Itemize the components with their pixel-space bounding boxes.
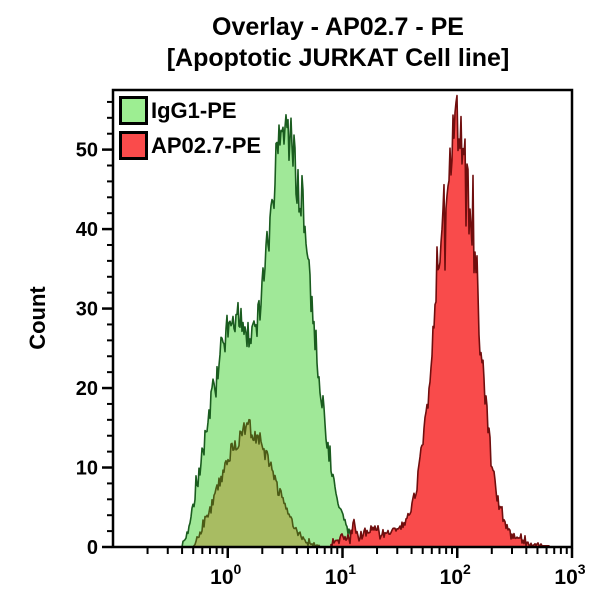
y-tick-label: 30 <box>76 299 98 321</box>
legend-item-igg1: IgG1-PE <box>119 93 261 128</box>
y-tick-label: 40 <box>76 219 98 241</box>
chart-title-line1: Overlay - AP02.7 - PE <box>212 13 464 41</box>
y-tick-label: 50 <box>76 140 98 162</box>
x-tick-label: 102 <box>440 561 471 589</box>
histogram-green <box>181 114 361 548</box>
y-axis-label: Count <box>25 286 50 350</box>
ap027-pe-swatch-icon <box>119 131 148 160</box>
legend-label-ap027: AP02.7-PE <box>151 132 262 158</box>
igg1-pe-swatch-icon <box>119 96 148 125</box>
legend-item-ap027: AP02.7-PE <box>119 128 261 163</box>
y-tick-label: 10 <box>76 458 98 480</box>
x-tick-label: 101 <box>325 561 356 589</box>
histogram-red <box>330 94 550 548</box>
y-tick-label: 0 <box>87 537 98 559</box>
legend-label-igg1: IgG1-PE <box>151 97 237 123</box>
x-tick-label: 100 <box>210 561 241 589</box>
histogram-overlap <box>192 418 321 548</box>
legend: IgG1-PE AP02.7-PE <box>119 93 261 163</box>
chart-title: Overlay - AP02.7 - PE [Apoptotic JURKAT … <box>103 12 573 74</box>
x-tick-label: 103 <box>554 561 585 589</box>
chart-title-line2: [Apoptotic JURKAT Cell line] <box>166 44 510 72</box>
y-tick-label: 20 <box>76 378 98 400</box>
plot-frame <box>111 88 574 549</box>
